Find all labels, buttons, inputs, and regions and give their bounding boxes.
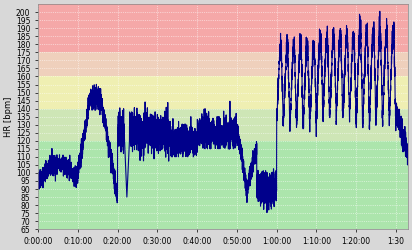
Bar — [38, 52, 408, 76]
Bar — [38, 109, 408, 141]
Bar — [38, 4, 408, 52]
Bar — [38, 141, 408, 229]
Bar — [38, 76, 408, 109]
Y-axis label: HR [bpm]: HR [bpm] — [4, 96, 13, 137]
